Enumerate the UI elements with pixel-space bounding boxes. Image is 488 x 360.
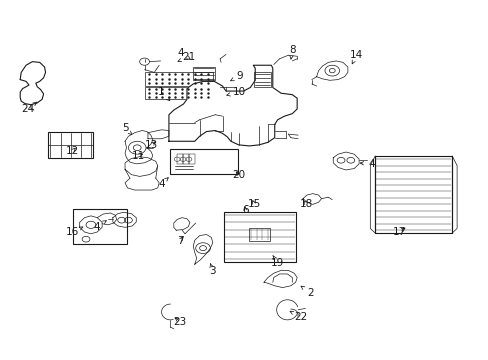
Text: 22: 22 <box>289 311 306 322</box>
Text: 20: 20 <box>232 170 244 180</box>
Text: 4: 4 <box>360 159 374 169</box>
Text: 3: 3 <box>209 264 216 276</box>
Text: 21: 21 <box>178 52 195 62</box>
Text: 13: 13 <box>145 140 158 150</box>
Text: 12: 12 <box>66 145 80 156</box>
Text: 17: 17 <box>392 227 406 237</box>
Text: 18: 18 <box>300 199 313 210</box>
Text: 10: 10 <box>226 87 245 97</box>
Text: 1: 1 <box>157 87 169 100</box>
Text: 11: 11 <box>131 150 144 161</box>
Text: 4: 4 <box>158 178 168 189</box>
Text: 9: 9 <box>230 71 243 81</box>
Bar <box>183 154 188 164</box>
Bar <box>170 149 237 174</box>
Bar <box>249 228 269 241</box>
Polygon shape <box>144 87 212 99</box>
Text: 2: 2 <box>301 286 313 298</box>
Bar <box>73 209 127 244</box>
Bar <box>193 67 215 80</box>
Text: 23: 23 <box>173 317 186 327</box>
Bar <box>188 154 194 164</box>
Text: 4: 4 <box>178 48 190 59</box>
Bar <box>254 72 271 87</box>
Text: 5: 5 <box>122 123 131 135</box>
Text: 15: 15 <box>247 199 260 210</box>
Text: 7: 7 <box>177 236 183 246</box>
Bar <box>177 154 183 164</box>
Bar <box>224 212 296 262</box>
Text: 4: 4 <box>94 221 106 231</box>
Polygon shape <box>144 72 212 86</box>
Text: 16: 16 <box>66 227 82 237</box>
Bar <box>48 132 93 158</box>
Text: 6: 6 <box>242 206 248 216</box>
Text: 19: 19 <box>270 255 284 268</box>
Text: 14: 14 <box>349 50 363 64</box>
Text: 24: 24 <box>21 102 37 114</box>
Bar <box>374 156 451 233</box>
Polygon shape <box>168 65 297 146</box>
Text: 8: 8 <box>288 45 295 59</box>
